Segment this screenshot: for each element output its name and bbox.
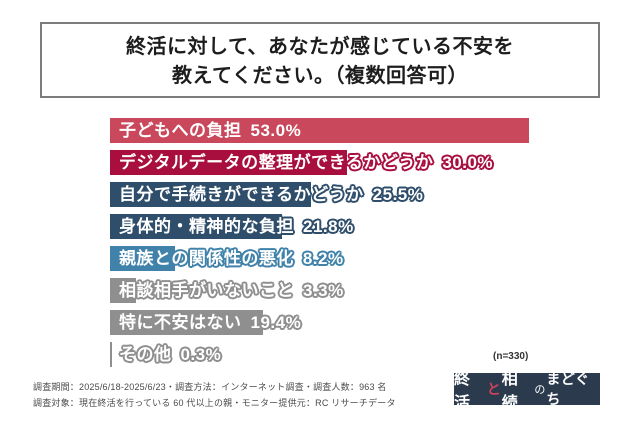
- bar-value-label: 25.5%: [372, 185, 424, 204]
- bar-text: 子どもへの負担 53.0%: [119, 118, 301, 143]
- bar-value-label: 19.4%: [250, 313, 302, 332]
- bar-row: 特に不安はない 19.4%: [110, 310, 630, 335]
- chart-title-line-1: 終活に対して、あなたが感じている不安を: [126, 36, 514, 58]
- bar-rect: [110, 278, 137, 303]
- bar-rect: [110, 310, 264, 335]
- bar-row: 子どもへの負担 53.0%: [110, 118, 630, 143]
- bar-row: デジタルデータの整理ができるかどうか 30.0%: [110, 150, 630, 175]
- bar-text: 特に不安はない 19.4%: [119, 310, 301, 335]
- bar-row: 相談相手がいないこと 3.3%: [110, 278, 630, 303]
- bar-value-label: 21.8%: [303, 217, 354, 236]
- survey-note-line-1: 調査期間：2025/6/18-2025/6/23・調査方法：インターネット調査・…: [33, 382, 387, 392]
- title-box: 終活に対して、あなたが感じている不安を 教えてください。（複数回答可）: [40, 22, 600, 98]
- bar-rect: [110, 150, 347, 175]
- bar-value-label: 0.3%: [180, 345, 222, 364]
- logo-text-madoguchi: まどぐち: [546, 371, 590, 407]
- bar-rect: [110, 182, 312, 207]
- bar-row: 自分で手続きができるかどうか 25.5%: [110, 182, 630, 207]
- bar-category-label: 親族との関係性の悪化: [119, 249, 294, 268]
- bar-text: 相談相手がいないこと 3.3%: [119, 278, 344, 303]
- logo-text-shukatsu: 終活: [454, 371, 472, 412]
- bar-rect: [110, 118, 529, 143]
- bar-row: その他 0.3%: [110, 342, 630, 367]
- survey-note-line-2: 調査対象：現在終活を行っている 60 代以上の親・モニター提供元：RC リサーチ…: [33, 398, 396, 408]
- bar-chart: 子どもへの負担 53.0% デジタルデータの整理ができるかどうか 30.0% 自分で手続…: [110, 118, 630, 374]
- sample-size-label: (n=330): [493, 351, 529, 362]
- bar-text: 身体的・精神的な負担 21.8%: [119, 214, 354, 239]
- bar-row: 親族との関係性の悪化 8.2%: [110, 246, 630, 271]
- bar-text: 自分で手続きができるかどうか 25.5%: [119, 182, 423, 207]
- logo-text-souzoku: 相続: [501, 371, 519, 412]
- bar-value-label: 30.0%: [442, 153, 494, 172]
- bar-text: 親族との関係性の悪化 8.2%: [119, 246, 344, 271]
- bar-value-label: 3.3%: [303, 281, 344, 300]
- bar-rect: [110, 246, 175, 271]
- bar-text: その他 0.3%: [119, 342, 221, 367]
- bar-rect: [110, 214, 283, 239]
- survey-notes: 調査期間：2025/6/18-2025/6/23・調査方法：インターネット調査・…: [33, 379, 396, 411]
- bar-rect: [110, 342, 113, 367]
- bar-value-label: 53.0%: [250, 121, 302, 140]
- logo-text-to: と: [486, 381, 501, 397]
- bar-category-label: デジタルデータの整理ができるかどうか: [119, 153, 434, 172]
- bar-category-label: 自分で手続きができるかどうか: [119, 185, 364, 204]
- bar-value-label: 8.2%: [302, 249, 344, 268]
- bar-category-label: 子どもへの負担: [119, 121, 242, 140]
- bar-category-label: その他: [119, 345, 172, 364]
- chart-title-line-2: 教えてください。（複数回答可）: [172, 65, 468, 87]
- bar-text: デジタルデータの整理ができるかどうか 30.0%: [119, 150, 493, 175]
- bar-category-label: 身体的・精神的な負担: [119, 217, 294, 236]
- logo-text-no: の: [534, 384, 546, 396]
- bar-category-label: 特に不安はない: [119, 313, 242, 332]
- brand-logo: 終活 と 相続 の まどぐち: [454, 371, 600, 412]
- bar-category-label: 相談相手がいないこと: [119, 281, 294, 300]
- bar-row: 身体的・精神的な負担 21.8%: [110, 214, 630, 239]
